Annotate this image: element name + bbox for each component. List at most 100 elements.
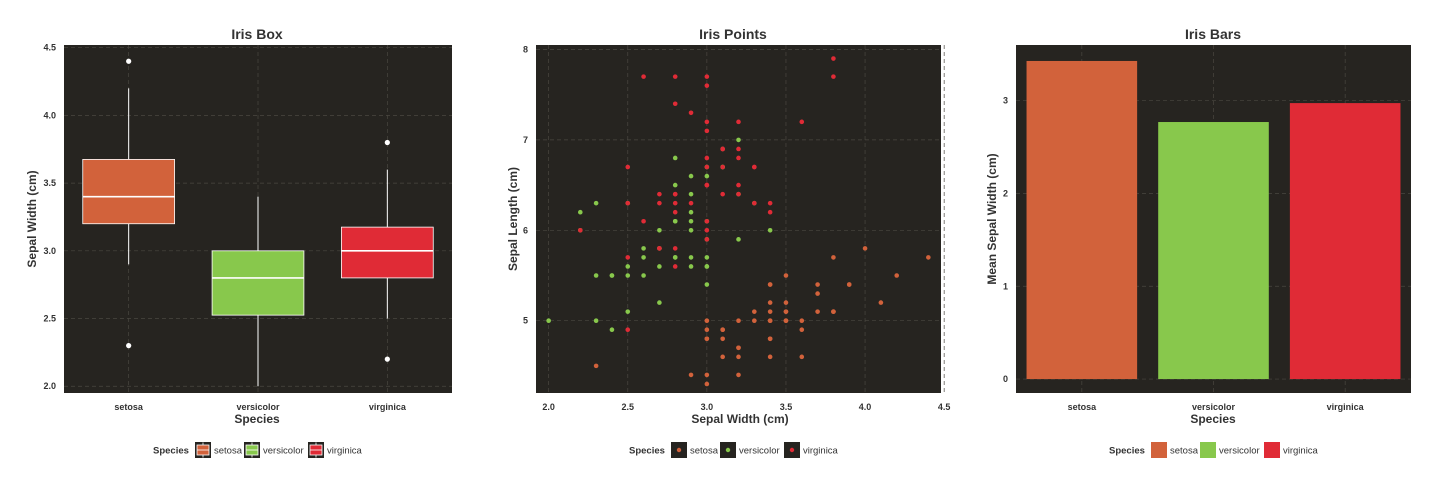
scatter-point-setosa <box>862 246 868 251</box>
bar-setosa <box>1026 60 1138 380</box>
scatter-point-virginica <box>799 119 805 125</box>
scatter-point-setosa <box>720 336 725 342</box>
scatter-point-versicolor <box>704 255 710 260</box>
box-virginica <box>341 139 434 362</box>
scatter-point-virginica <box>672 191 678 197</box>
scatter-x-tick-label: 3.5 <box>780 402 793 412</box>
bar-chart-x-axis-title: Species <box>1190 412 1236 426</box>
scatter-point-versicolor <box>688 209 694 215</box>
box-body <box>82 159 175 225</box>
scatter-point-virginica <box>736 155 741 161</box>
scatter-point-setosa <box>704 372 710 378</box>
scatter-x-tick-label: 3.0 <box>701 402 714 412</box>
scatter-point-setosa <box>736 345 741 351</box>
scatter-point-virginica <box>704 182 710 188</box>
box-x-tick-label: versicolor <box>236 402 280 412</box>
scatter-point-setosa <box>704 336 710 342</box>
legend-swatch-setosa <box>676 447 682 453</box>
scatter-point-virginica <box>672 101 678 107</box>
scatter-point-setosa <box>894 273 900 278</box>
scatter-x-tick-label: 4.0 <box>859 402 872 412</box>
box-outlier-point <box>126 58 132 64</box>
scatter-chart-title: Iris Points <box>699 26 767 42</box>
box-chart-boxes <box>82 58 434 387</box>
bar-x-tick-label: versicolor <box>1192 402 1236 412</box>
scatter-chart-panel <box>536 45 941 393</box>
scatter-point-versicolor <box>641 273 646 278</box>
scatter-point-virginica <box>657 191 662 197</box>
scatter-point-versicolor <box>672 155 678 161</box>
scatter-point-virginica <box>704 74 710 79</box>
scatter-point-virginica <box>672 74 678 79</box>
bar-virginica <box>1289 103 1401 380</box>
scatter-point-setosa <box>815 282 820 287</box>
scatter-point-virginica <box>672 209 678 215</box>
scatter-point-versicolor <box>704 173 710 179</box>
legend-title: Species <box>629 446 665 457</box>
bar-chart-y-ticks: 0 1 2 3 <box>1003 96 1008 384</box>
scatter-point-versicolor <box>657 227 662 233</box>
scatter-point-setosa <box>704 327 710 333</box>
scatter-chart-y-axis-title: Sepal Length (cm) <box>506 167 520 271</box>
box-x-tick-label: setosa <box>114 402 144 412</box>
scatter-point-virginica <box>641 218 646 224</box>
box-outlier-point <box>384 139 390 146</box>
box-setosa <box>82 58 175 349</box>
bar-y-tick-label: 1 <box>1003 281 1008 291</box>
legend-swatch-virginica <box>1264 442 1280 458</box>
legend-label-virginica: virginica <box>803 446 839 457</box>
box-outlier-point <box>126 343 132 349</box>
scatter-point-setosa <box>704 318 710 323</box>
legend-swatch-virginica <box>789 447 795 453</box>
scatter-point-virginica <box>625 200 631 206</box>
scatter-y-tick-label: 6 <box>523 225 528 235</box>
scatter-point-virginica <box>831 74 836 79</box>
scatter-point-virginica <box>752 200 757 206</box>
scatter-point-virginica <box>625 164 631 170</box>
scatter-chart-x-axis-title: Sepal Width (cm) <box>691 412 788 426</box>
scatter-point-versicolor <box>657 300 662 305</box>
legend-label-versicolor: versicolor <box>1219 446 1260 457</box>
scatter-point-versicolor <box>609 327 615 333</box>
scatter-point-setosa <box>815 291 820 296</box>
scatter-point-setosa <box>799 327 805 333</box>
scatter-point-setosa <box>926 255 931 260</box>
legend-label-versicolor: versicolor <box>263 446 304 457</box>
scatter-point-setosa <box>752 309 757 314</box>
scatter-x-tick-label: 2.5 <box>622 402 635 412</box>
scatter-point-setosa <box>815 309 820 314</box>
scatter-point-setosa <box>831 309 836 314</box>
scatter-point-virginica <box>657 200 662 206</box>
box-body <box>211 250 305 316</box>
scatter-y-tick-label: 8 <box>523 45 528 55</box>
bar-y-tick-label: 3 <box>1003 96 1008 106</box>
legend-title: Species <box>1109 446 1145 457</box>
legend-swatch-versicolor <box>1200 442 1216 458</box>
scatter-point-setosa <box>878 300 884 305</box>
scatter-point-versicolor <box>688 255 694 260</box>
scatter-point-versicolor <box>625 309 631 314</box>
scatter-point-virginica <box>720 164 725 170</box>
legend-label-virginica: virginica <box>327 446 363 457</box>
scatter-point-setosa <box>767 300 773 305</box>
scatter-point-setosa <box>831 255 836 260</box>
legend-label-setosa: setosa <box>214 446 243 457</box>
scatter-point-setosa <box>767 318 773 323</box>
scatter-point-setosa <box>767 282 773 287</box>
scatter-point-versicolor <box>688 173 694 179</box>
bar-chart-x-ticks: setosa versicolor virginica <box>1068 402 1365 412</box>
box-chart-x-axis-title: Species <box>234 412 280 426</box>
scatter-point-setosa <box>846 282 852 287</box>
scatter-point-versicolor <box>688 218 694 224</box>
scatter-point-virginica <box>625 255 631 260</box>
scatter-point-versicolor <box>672 218 678 224</box>
scatter-point-virginica <box>577 227 583 233</box>
scatter-point-versicolor <box>736 237 741 242</box>
box-body <box>341 226 434 279</box>
scatter-point-versicolor <box>641 255 646 260</box>
box-outlier-point <box>384 356 390 362</box>
scatter-point-versicolor <box>688 227 694 233</box>
scatter-point-virginica <box>704 227 710 233</box>
bar-x-tick-label: virginica <box>1327 402 1365 412</box>
